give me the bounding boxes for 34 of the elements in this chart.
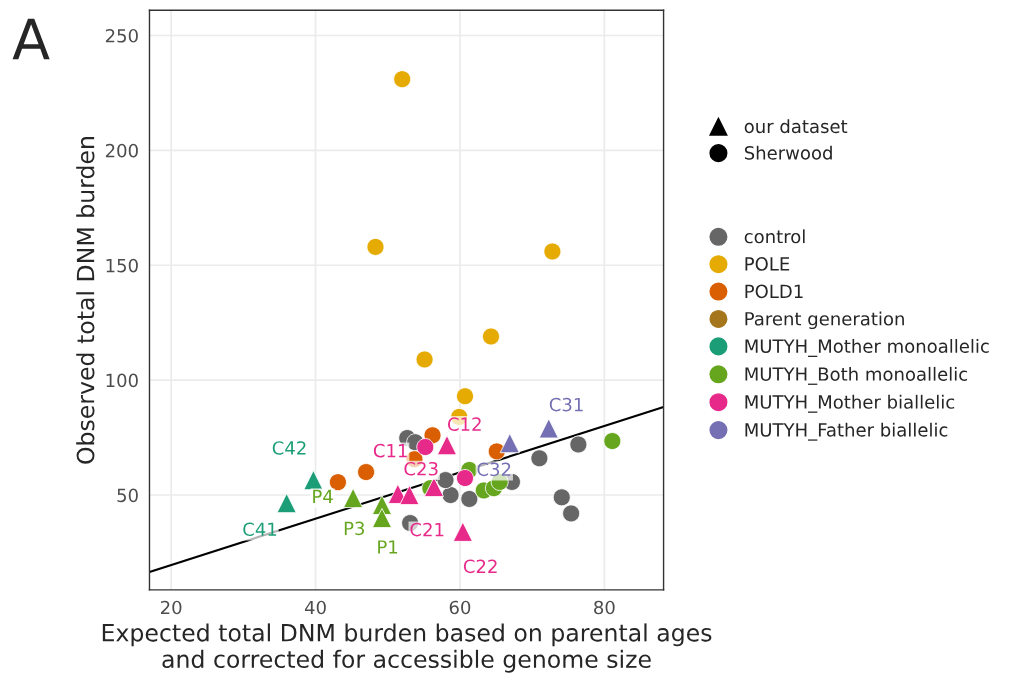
x-axis-title: Expected total DNM burden based on parental ages and corrected for accessible genome size [102, 623, 712, 673]
y-tick-label: 100 [106, 373, 138, 388]
annotation: C23 [404, 461, 438, 476]
legend-label: our dataset [744, 119, 848, 134]
x-tick-label: 60 [449, 600, 471, 615]
annotation: C22 [463, 559, 497, 574]
legend-label: MUTYH_Mother biallelic [745, 394, 955, 413]
y-tick-label: 250 [105, 28, 138, 43]
y-tick-label: 200 [105, 143, 138, 158]
annotation: P3 [344, 521, 365, 536]
y-axis-title: Observed total DNM burden [76, 137, 95, 464]
annotation: P4 [313, 489, 333, 504]
annotation: C42 [272, 441, 306, 455]
x-tick-label: 20 [160, 600, 182, 615]
legend-label: Sherwood [744, 145, 832, 160]
legend-label: MUTYH_Mother monoallelic [745, 338, 989, 357]
annotation: P1 [378, 540, 398, 554]
legend-label: Parent generation [745, 311, 904, 330]
legend-label: control [744, 229, 805, 244]
legend-label: POLD1 [745, 284, 803, 299]
annotation: C11 [373, 443, 407, 458]
legend-label: MUTYH_Both monoallelic [745, 366, 968, 385]
legend-label: POLE [745, 257, 790, 271]
annotation: C31 [549, 397, 583, 412]
legend-label: MUTYH_Father biallelic [745, 422, 948, 441]
y-tick-label: 50 [117, 488, 138, 503]
y-tick-label: 150 [106, 258, 138, 273]
annotation: C21 [410, 522, 444, 537]
annotation: C32 [477, 462, 511, 477]
text: A [12, 18, 50, 60]
annotation: C12 [447, 417, 481, 431]
x-tick-label: 40 [304, 600, 326, 615]
x-tick-label: 80 [594, 600, 615, 615]
annotation: C41 [243, 522, 277, 537]
